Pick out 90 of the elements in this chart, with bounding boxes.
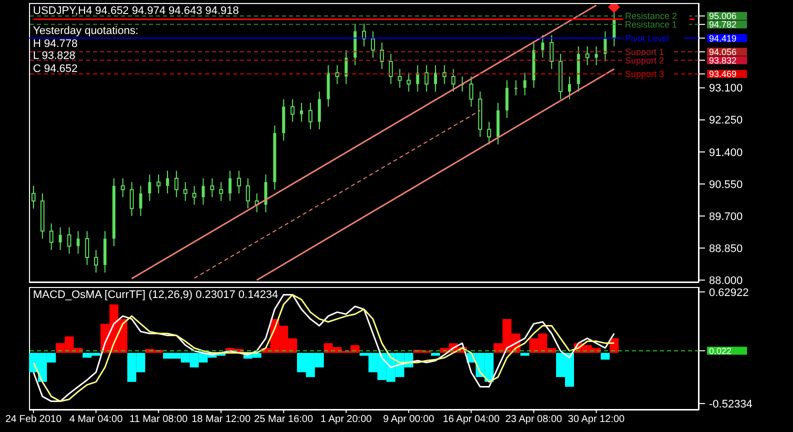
y-tick-label: 90.550 — [709, 178, 743, 191]
ref-line-label: Resistance 2 — [625, 11, 678, 22]
y-tick-label: 91.400 — [709, 146, 743, 159]
candlestick — [469, 76, 474, 108]
x-tick-label: 16 Apr 04:00 — [442, 414, 500, 426]
x-tick-label: 23 Apr 08:00 — [505, 414, 563, 426]
y-tick-label: 92.250 — [709, 114, 743, 127]
candlestick — [49, 223, 54, 250]
candlestick — [370, 30, 375, 58]
annotation: L 93.828 — [33, 50, 76, 62]
candlestick — [210, 178, 214, 198]
candlestick — [612, 12, 616, 47]
candlestick — [398, 68, 402, 88]
candlestick — [156, 174, 161, 194]
candlestick — [362, 23, 366, 47]
candlestick — [246, 178, 250, 209]
candlestick — [451, 68, 456, 92]
ref-line-label: Resistance 1 — [625, 20, 678, 30]
y-tick-label: 0.022 — [709, 346, 732, 356]
x-tick-label: 24 Feb 2010 — [5, 414, 62, 426]
ref-line-label: Support 1 — [625, 46, 664, 57]
candlestick — [219, 182, 224, 202]
y-tick-label: 94.419 — [709, 33, 737, 44]
candlestick — [594, 46, 598, 66]
y-tick-label: 89.700 — [709, 210, 743, 223]
x-tick-label: 25 Mar 16:00 — [254, 414, 314, 426]
candlestick — [85, 230, 90, 266]
ref-line-label: Pivot Level — [625, 33, 670, 44]
candlestick — [120, 178, 125, 198]
candlestick — [67, 226, 72, 254]
candlestick — [32, 185, 36, 209]
y-tick-label: 88.850 — [709, 242, 743, 255]
candlestick — [505, 80, 508, 118]
candlestick — [335, 64, 340, 85]
candlestick — [487, 121, 492, 145]
x-tick-label: 9 Apr 00:00 — [383, 414, 435, 426]
candlestick — [300, 102, 303, 122]
x-tick-label: 11 Mar 08:00 — [129, 414, 188, 426]
y-tick-label: 94.782 — [709, 20, 737, 30]
bar — [600, 352, 610, 360]
y-tick-label: 95.006 — [709, 11, 737, 22]
candlestick — [585, 46, 590, 66]
candlestick — [58, 226, 62, 250]
x-tick-label: 1 Apr 20:00 — [320, 414, 372, 426]
candlestick — [183, 182, 188, 202]
ref-line-label: Support 3 — [625, 69, 664, 80]
annotation: C 94.652 — [33, 62, 79, 75]
y-tick-label: 88.000 — [709, 274, 743, 287]
chart-title: USDJPY,H4 94.652 94.974 94.643 94.918 — [33, 5, 239, 17]
candlestick — [264, 174, 268, 213]
candlestick — [568, 76, 571, 100]
x-tick-label: 30 Apr 12:00 — [568, 414, 626, 426]
candlestick — [434, 64, 437, 92]
y-tick-label: 93.100 — [709, 82, 743, 95]
candlestick — [174, 170, 178, 198]
y-tick-label: 93.832 — [709, 55, 737, 66]
candlestick — [550, 34, 554, 70]
annotation: H 94.778 — [33, 38, 79, 50]
y-tick-label: -0.52334 — [709, 398, 752, 410]
y-tick-label: 93.469 — [709, 69, 737, 80]
y-tick-label: 94.056 — [709, 46, 737, 57]
candlestick — [202, 178, 205, 206]
candlestick — [94, 249, 98, 274]
bar — [520, 352, 530, 356]
y-tick-label: 0.62922 — [709, 286, 749, 299]
candlestick — [514, 80, 518, 96]
annotation: Yesterday quotations: — [33, 25, 140, 38]
x-tick-label: 18 Mar 12:00 — [192, 414, 251, 426]
candlestick — [290, 98, 295, 122]
candlestick — [523, 72, 526, 96]
candlestick — [139, 185, 142, 217]
candlestick — [148, 174, 152, 202]
candlestick — [424, 64, 429, 92]
candlestick — [236, 170, 241, 194]
ref-line-label: Support 2 — [625, 55, 664, 66]
x-tick-label: 4 Mar 04:00 — [69, 414, 124, 426]
candlestick — [192, 185, 196, 206]
candlestick — [130, 182, 134, 217]
candlestick — [76, 230, 80, 254]
candlestick — [308, 102, 312, 130]
candlestick — [228, 170, 232, 202]
candlestick — [318, 91, 321, 130]
chart-title: MACD_OsMA [CurrTF] (12,26,9) 0.23017 0.14234 — [33, 289, 278, 301]
bar — [431, 352, 440, 356]
candlestick — [166, 170, 169, 194]
candlestick — [388, 53, 393, 85]
candlestick — [406, 72, 411, 92]
candlestick — [344, 50, 348, 85]
candlestick — [541, 34, 544, 58]
candlestick — [604, 30, 607, 62]
